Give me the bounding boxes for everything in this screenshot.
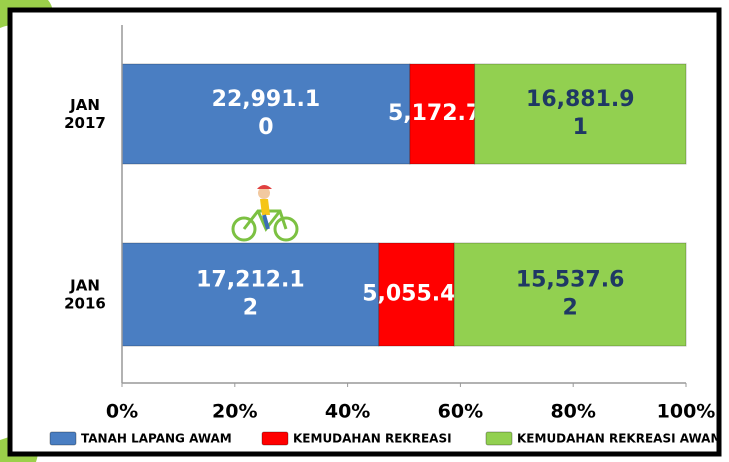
data-label: 22,991.1 0: [212, 87, 321, 140]
x-tick-label: 80%: [550, 401, 595, 423]
data-label: 15,537.6 2: [516, 268, 625, 321]
x-tick-label: 60%: [438, 401, 483, 423]
x-tick-label: 100%: [657, 401, 716, 423]
data-label: 5,055.49: [362, 282, 471, 307]
bar-segment: [121, 242, 380, 347]
legend-swatch: [485, 431, 513, 446]
bar-segment: [378, 242, 455, 347]
x-tick-label: 20%: [212, 401, 257, 423]
bar-segment: [474, 63, 687, 165]
legend-swatch: [49, 431, 77, 446]
x-tick-label: 0%: [106, 401, 138, 423]
data-label: 16,881.9 1: [526, 87, 635, 140]
y-tick-label: JAN 2017: [64, 96, 106, 132]
bicycle-icon: [231, 185, 299, 242]
y-tick-label: JAN 2016: [64, 276, 106, 312]
bar-segment: [453, 242, 687, 347]
bar-segment: [121, 63, 411, 165]
legend-label: KEMUDAHAN REKREASI: [293, 432, 452, 446]
legend-label: TANAH LAPANG AWAM: [81, 432, 232, 446]
legend-swatch: [261, 431, 289, 446]
x-tick-label: 40%: [325, 401, 370, 423]
legend-label: KEMUDAHAN REKREASI AWAM: [517, 432, 722, 446]
bar-segment: [409, 63, 476, 165]
data-label: 17,212.1 2: [196, 268, 305, 321]
